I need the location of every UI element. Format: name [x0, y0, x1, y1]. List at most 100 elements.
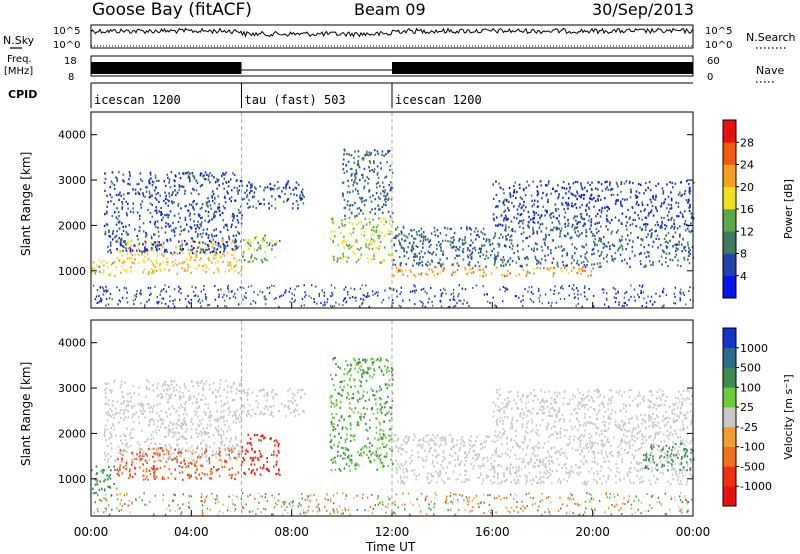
power-panel-cell — [198, 245, 200, 248]
velocity-panel-cell — [104, 382, 107, 385]
power-panel-cell — [526, 271, 528, 274]
power-panel-cell — [644, 216, 647, 219]
power-panel-colorbar-label-1: 8 — [740, 248, 747, 261]
velocity-panel-cell — [348, 397, 350, 400]
power-panel-cell — [691, 215, 693, 218]
velocity-panel-cell — [583, 434, 586, 437]
power-panel-region-7 — [392, 266, 594, 278]
power-panel-cell — [515, 295, 517, 298]
power-panel-cell — [389, 254, 391, 257]
power-panel-cell — [195, 253, 198, 257]
power-panel-cell — [427, 250, 430, 253]
velocity-panel-cell — [212, 382, 215, 385]
power-panel-cell — [168, 195, 171, 198]
velocity-panel-cell — [335, 400, 338, 403]
velocity-panel-cell — [117, 458, 119, 461]
power-panel-cell — [597, 197, 599, 200]
velocity-panel-cell — [181, 471, 184, 474]
power-panel-cell — [669, 258, 672, 261]
velocity-panel-cell — [276, 441, 279, 444]
velocity-panel-cell — [430, 446, 432, 449]
power-panel-cell — [236, 246, 239, 249]
power-panel-cell — [342, 195, 345, 198]
power-panel-cell — [178, 240, 180, 243]
power-panel-cell — [351, 179, 353, 182]
power-panel-cell — [164, 302, 167, 305]
power-panel-cell — [606, 186, 608, 189]
power-panel-cell — [565, 264, 567, 267]
power-panel-cell — [285, 183, 288, 186]
power-panel-cell — [490, 254, 492, 257]
power-panel-cell — [200, 221, 203, 224]
power-panel-cell — [144, 235, 147, 238]
power-panel-cell — [416, 245, 419, 249]
power-panel-cell — [208, 174, 210, 177]
power-panel-cell — [370, 200, 373, 203]
power-panel-cell — [104, 289, 106, 292]
power-panel-cell — [688, 190, 691, 193]
velocity-panel-cell — [173, 380, 175, 383]
power-panel-cell — [557, 184, 559, 187]
power-panel-cell — [149, 202, 152, 205]
velocity-panel-cell — [357, 371, 359, 374]
velocity-panel-cell — [204, 433, 207, 436]
power-panel-cell — [237, 192, 239, 195]
power-panel-cell — [341, 219, 343, 222]
power-panel-cell — [203, 264, 205, 267]
power-panel-cell — [661, 263, 663, 266]
power-panel-cell — [251, 183, 253, 186]
power-panel-cell — [108, 229, 110, 232]
power-panel-cell — [373, 239, 376, 242]
velocity-panel-cell — [237, 417, 239, 420]
power-panel-cell — [424, 305, 427, 308]
power-panel-cell — [509, 272, 511, 275]
power-panel-cell — [107, 303, 110, 306]
velocity-panel-cell — [126, 399, 128, 403]
power-panel-cell — [434, 265, 436, 269]
power-panel-cell — [165, 202, 167, 205]
power-panel-cell — [279, 195, 281, 199]
power-panel-cell — [500, 187, 502, 190]
power-panel-cell — [641, 218, 643, 221]
power-panel-cell — [609, 188, 612, 192]
velocity-panel-cell — [228, 457, 230, 460]
velocity-panel-cell — [165, 426, 167, 430]
power-panel-cell — [580, 216, 583, 219]
power-panel-cell — [413, 273, 415, 276]
power-panel-cell — [245, 239, 247, 242]
power-panel-cell — [235, 226, 237, 229]
velocity-panel-cell — [563, 463, 566, 466]
velocity-panel-cell — [349, 469, 351, 472]
power-panel-cell — [332, 241, 334, 244]
velocity-panel-cell — [154, 442, 157, 445]
velocity-panel-cell — [270, 413, 273, 416]
velocity-panel-cell — [187, 462, 190, 465]
velocity-panel-cell — [200, 422, 203, 425]
power-panel-cell — [221, 211, 224, 215]
power-panel-cell — [346, 170, 348, 173]
velocity-panel-cell — [223, 415, 225, 418]
power-panel-cell — [228, 238, 231, 241]
power-panel-cell — [151, 261, 154, 264]
power-panel-cell — [108, 274, 111, 277]
velocity-panel-cell — [120, 453, 122, 456]
velocity-panel-cell — [343, 467, 346, 470]
power-panel-cell — [199, 301, 202, 304]
power-panel-cell — [449, 305, 451, 308]
power-panel-cell — [187, 176, 190, 179]
power-panel-cell — [155, 259, 157, 262]
power-panel-cell — [672, 186, 674, 189]
power-panel-cell — [640, 252, 642, 255]
power-panel-cell — [544, 254, 546, 257]
power-panel-cell — [347, 256, 350, 259]
velocity-panel-cell — [131, 461, 133, 464]
power-panel-cell — [387, 151, 389, 154]
power-panel-cell — [572, 205, 574, 208]
velocity-panel-cell — [242, 389, 244, 392]
velocity-panel-cell — [105, 454, 107, 457]
velocity-panel-cell — [198, 453, 200, 456]
velocity-panel-cell — [216, 419, 219, 422]
velocity-panel-cell — [126, 442, 128, 445]
velocity-panel-cell — [174, 457, 176, 460]
velocity-panel-cell — [159, 442, 161, 446]
